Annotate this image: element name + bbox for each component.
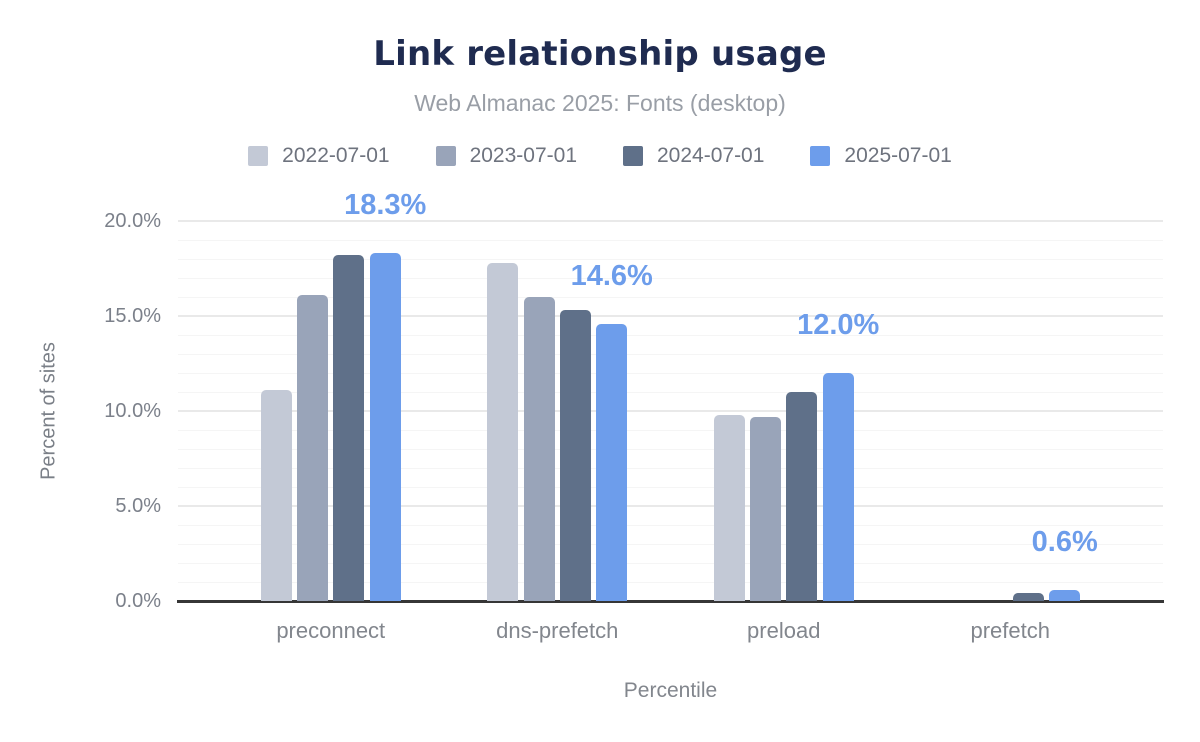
- bar-2022-07-01-dns-prefetch[interactable]: [487, 262, 519, 601]
- major-gridline: [178, 220, 1163, 222]
- category-label-preconnect: preconnect: [276, 618, 386, 643]
- minor-gridline: [178, 373, 1163, 374]
- x-axis-baseline: [177, 600, 1164, 603]
- minor-gridline: [178, 525, 1163, 526]
- minor-gridline: [178, 259, 1163, 260]
- bar-2025-07-01-dns-prefetch[interactable]: [596, 323, 628, 601]
- y-tick-label: 5.0%: [115, 495, 161, 517]
- minor-gridline: [178, 563, 1163, 564]
- legend-swatch-icon: [248, 146, 269, 166]
- legend-item-2023-07-01[interactable]: 2023-07-01: [435, 144, 577, 168]
- chart-title: Link relationship usage: [373, 34, 827, 74]
- major-gridline: [178, 410, 1163, 412]
- bar-2022-07-01-preconnect[interactable]: [260, 390, 292, 601]
- legend-swatch-icon: [810, 146, 831, 166]
- legend-item-label: 2022-07-01: [282, 144, 390, 167]
- legend-item-label: 2024-07-01: [657, 144, 765, 167]
- minor-gridline: [178, 335, 1163, 336]
- x-axis-title: Percentile: [623, 679, 718, 702]
- legend-item-2025-07-01[interactable]: 2025-07-01: [810, 144, 952, 168]
- legend-item-label: 2025-07-01: [844, 144, 952, 167]
- minor-gridline: [178, 487, 1163, 488]
- bar-2022-07-01-preload[interactable]: [713, 414, 745, 601]
- major-gridline: [178, 315, 1163, 317]
- y-axis-title: Percent of sites: [37, 342, 60, 480]
- y-tick-label: 20.0%: [104, 210, 161, 232]
- category-label-prefetch: prefetch: [970, 618, 1051, 643]
- y-tick-label: 15.0%: [104, 305, 161, 327]
- chart-subtitle: Web Almanac 2025: Fonts (desktop): [414, 90, 786, 116]
- bar-2025-07-01-prefetch[interactable]: [1049, 589, 1081, 601]
- y-tick-label: 0.0%: [115, 590, 161, 612]
- legend: 2022-07-01 2023-07-01 2024-07-01 2025-07-01: [0, 144, 1200, 168]
- bar-2023-07-01-dns-prefetch[interactable]: [523, 297, 555, 601]
- bar-2023-07-01-preload[interactable]: [750, 416, 782, 601]
- major-gridline: [178, 505, 1163, 507]
- legend-swatch-icon: [623, 146, 643, 166]
- bar-2024-07-01-prefetch[interactable]: [1012, 593, 1044, 601]
- bar-2023-07-01-preconnect[interactable]: [297, 295, 329, 601]
- bar-2024-07-01-dns-prefetch[interactable]: [559, 310, 591, 601]
- minor-gridline: [178, 278, 1163, 279]
- plot-area: 20.0% 15.0% 10.0% 5.0% 0.0% preconnect 18.3% dn…: [104, 189, 1164, 643]
- data-label-preconnect: 18.3%: [344, 189, 427, 222]
- y-tick-label: 10.0%: [104, 400, 161, 422]
- data-label-prefetch: 0.6%: [1031, 525, 1098, 558]
- bar-2024-07-01-preload[interactable]: [786, 392, 818, 601]
- minor-gridline: [178, 297, 1163, 298]
- legend-item-2022-07-01[interactable]: 2022-07-01: [248, 144, 390, 168]
- minor-gridline: [178, 392, 1163, 393]
- minor-gridline: [178, 582, 1163, 583]
- legend-item-2024-07-01[interactable]: 2024-07-01: [623, 144, 764, 168]
- category-label-dns-prefetch: dns-prefetch: [496, 618, 619, 643]
- minor-gridline: [178, 449, 1163, 450]
- minor-gridline: [178, 240, 1163, 241]
- minor-gridline: [178, 354, 1163, 355]
- minor-gridline: [178, 430, 1163, 431]
- bar-2025-07-01-preload[interactable]: [822, 373, 854, 601]
- minor-gridline: [178, 544, 1163, 545]
- bar-2025-07-01-preconnect[interactable]: [369, 253, 401, 601]
- data-label-preload: 12.0%: [797, 309, 880, 341]
- bar-2024-07-01-preconnect[interactable]: [333, 255, 365, 601]
- data-label-dns-prefetch: 14.6%: [570, 259, 653, 292]
- minor-gridline: [178, 468, 1163, 469]
- legend-swatch-icon: [435, 146, 456, 166]
- legend-item-label: 2023-07-01: [469, 144, 577, 167]
- category-label-preload: preload: [747, 618, 821, 643]
